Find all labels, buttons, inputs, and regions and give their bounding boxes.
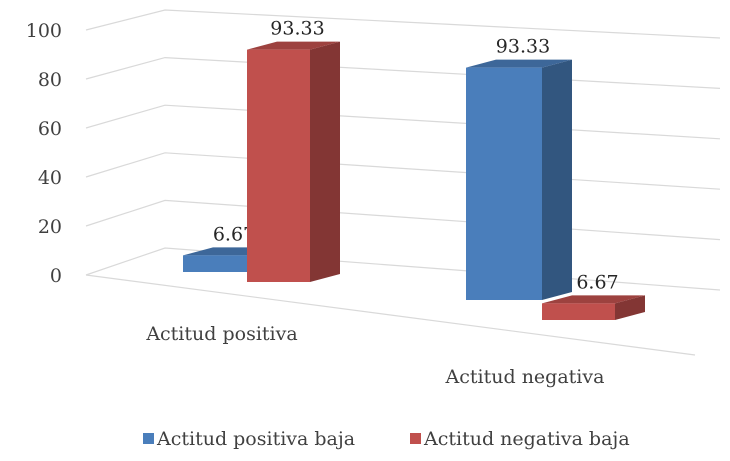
y-tick-label: 20 bbox=[38, 216, 62, 238]
bar-front bbox=[542, 303, 615, 320]
grid-line bbox=[85, 104, 721, 140]
bar bbox=[542, 295, 645, 320]
y-tick-label: 80 bbox=[38, 69, 62, 91]
legend-swatch bbox=[410, 433, 421, 444]
grid-line bbox=[85, 9, 721, 39]
bar-front bbox=[183, 255, 247, 272]
legend-label: Actitud negativa baja bbox=[423, 428, 630, 450]
data-label: 93.33 bbox=[270, 18, 324, 40]
grid-line bbox=[85, 152, 721, 190]
bar-top bbox=[542, 295, 645, 304]
y-tick-label: 60 bbox=[38, 118, 62, 140]
bar-top bbox=[247, 41, 340, 50]
bar-side bbox=[542, 59, 572, 300]
data-label: 6.67 bbox=[213, 223, 255, 245]
x-tick-label: Actitud negativa bbox=[445, 366, 605, 388]
bar-side bbox=[310, 41, 340, 282]
bar-top bbox=[466, 59, 572, 68]
legend-swatch bbox=[143, 433, 154, 444]
bar-front bbox=[247, 49, 310, 282]
legend-label: Actitud positiva baja bbox=[156, 428, 355, 450]
data-label: 93.33 bbox=[496, 36, 550, 58]
x-tick-label: Actitud positiva bbox=[145, 323, 297, 345]
data-label: 6.67 bbox=[576, 271, 618, 293]
y-tick-label: 0 bbox=[50, 265, 62, 287]
grid-line bbox=[85, 247, 721, 291]
grid-line bbox=[85, 56, 721, 89]
bar-front bbox=[466, 67, 542, 300]
y-tick-label: 40 bbox=[38, 167, 62, 189]
grid-line bbox=[85, 199, 721, 241]
y-tick-label: 100 bbox=[26, 20, 62, 42]
bar bbox=[466, 59, 572, 300]
bar bbox=[247, 41, 340, 282]
floor-edge bbox=[85, 274, 696, 356]
bar-side bbox=[615, 295, 645, 320]
